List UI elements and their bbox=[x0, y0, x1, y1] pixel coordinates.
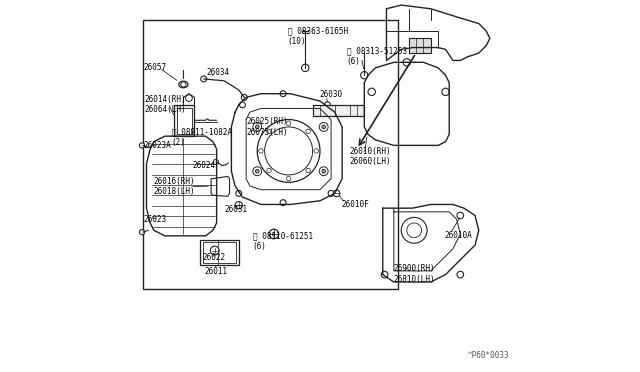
Circle shape bbox=[241, 94, 247, 100]
Text: ^P60*0033: ^P60*0033 bbox=[468, 350, 509, 359]
Circle shape bbox=[360, 71, 368, 79]
Text: 26024: 26024 bbox=[193, 161, 216, 170]
Circle shape bbox=[140, 143, 145, 148]
Circle shape bbox=[211, 246, 220, 255]
Bar bbox=[143, 20, 397, 289]
Text: 26023A: 26023A bbox=[143, 141, 172, 150]
Circle shape bbox=[253, 167, 262, 176]
Circle shape bbox=[324, 102, 330, 108]
Circle shape bbox=[253, 122, 262, 131]
Text: 26900(RH)
26810(LH): 26900(RH) 26810(LH) bbox=[394, 264, 435, 283]
Circle shape bbox=[401, 217, 427, 243]
Circle shape bbox=[259, 149, 263, 153]
Text: 26016(RH)
26018(LH): 26016(RH) 26018(LH) bbox=[154, 177, 195, 196]
Text: 26010F: 26010F bbox=[341, 200, 369, 209]
Circle shape bbox=[403, 59, 410, 66]
Text: ⓝ 08911-1082A
(2): ⓝ 08911-1082A (2) bbox=[172, 128, 232, 147]
Text: 26034: 26034 bbox=[206, 68, 229, 77]
Text: Ⓑ 08110-61251
(6): Ⓑ 08110-61251 (6) bbox=[253, 232, 313, 251]
Text: 26010(RH)
26060(LH): 26010(RH) 26060(LH) bbox=[349, 147, 391, 166]
Text: Ⓢ 08313-51253
(6): Ⓢ 08313-51253 (6) bbox=[347, 46, 406, 66]
Text: 26057: 26057 bbox=[143, 63, 166, 72]
Circle shape bbox=[280, 200, 286, 206]
Circle shape bbox=[319, 167, 328, 176]
Circle shape bbox=[322, 125, 326, 129]
Circle shape bbox=[368, 88, 376, 96]
Text: 26031: 26031 bbox=[225, 205, 248, 214]
Circle shape bbox=[319, 122, 328, 131]
Text: Ⓢ 08363-6165H
(10): Ⓢ 08363-6165H (10) bbox=[287, 27, 348, 46]
Circle shape bbox=[328, 190, 334, 196]
Circle shape bbox=[264, 127, 312, 175]
Circle shape bbox=[255, 169, 259, 173]
Circle shape bbox=[267, 168, 271, 173]
Bar bbox=[408, 38, 431, 53]
Circle shape bbox=[457, 271, 463, 278]
Bar bbox=[177, 108, 191, 134]
Circle shape bbox=[235, 202, 243, 209]
Bar bbox=[312, 105, 364, 116]
Circle shape bbox=[442, 88, 449, 96]
Circle shape bbox=[239, 102, 245, 108]
Circle shape bbox=[457, 212, 463, 219]
Bar bbox=[203, 243, 236, 263]
Bar bbox=[200, 240, 239, 265]
Text: 26023: 26023 bbox=[143, 215, 166, 224]
Circle shape bbox=[181, 82, 186, 87]
Text: 26030: 26030 bbox=[319, 90, 342, 99]
Text: 26014(RH)
26064(LH): 26014(RH) 26064(LH) bbox=[145, 95, 186, 115]
Circle shape bbox=[287, 176, 291, 181]
Circle shape bbox=[236, 190, 242, 196]
Text: 26010A: 26010A bbox=[445, 231, 472, 240]
Circle shape bbox=[201, 76, 207, 82]
Text: 26025(RH)
26075(LH): 26025(RH) 26075(LH) bbox=[247, 117, 289, 137]
Circle shape bbox=[333, 190, 340, 197]
Circle shape bbox=[322, 169, 326, 173]
Circle shape bbox=[186, 95, 192, 102]
Circle shape bbox=[280, 91, 286, 97]
Circle shape bbox=[140, 230, 145, 235]
Circle shape bbox=[407, 223, 422, 238]
Circle shape bbox=[255, 125, 259, 129]
Circle shape bbox=[213, 160, 218, 164]
Circle shape bbox=[314, 149, 319, 153]
Circle shape bbox=[306, 129, 310, 134]
Circle shape bbox=[287, 121, 291, 125]
Ellipse shape bbox=[179, 81, 188, 88]
Text: 26022: 26022 bbox=[203, 253, 226, 263]
Circle shape bbox=[381, 271, 388, 278]
Circle shape bbox=[269, 229, 278, 239]
Circle shape bbox=[267, 129, 271, 134]
Circle shape bbox=[306, 168, 310, 173]
Circle shape bbox=[257, 119, 320, 182]
Bar bbox=[174, 105, 195, 136]
Text: 26011: 26011 bbox=[205, 267, 228, 276]
Circle shape bbox=[301, 64, 309, 71]
